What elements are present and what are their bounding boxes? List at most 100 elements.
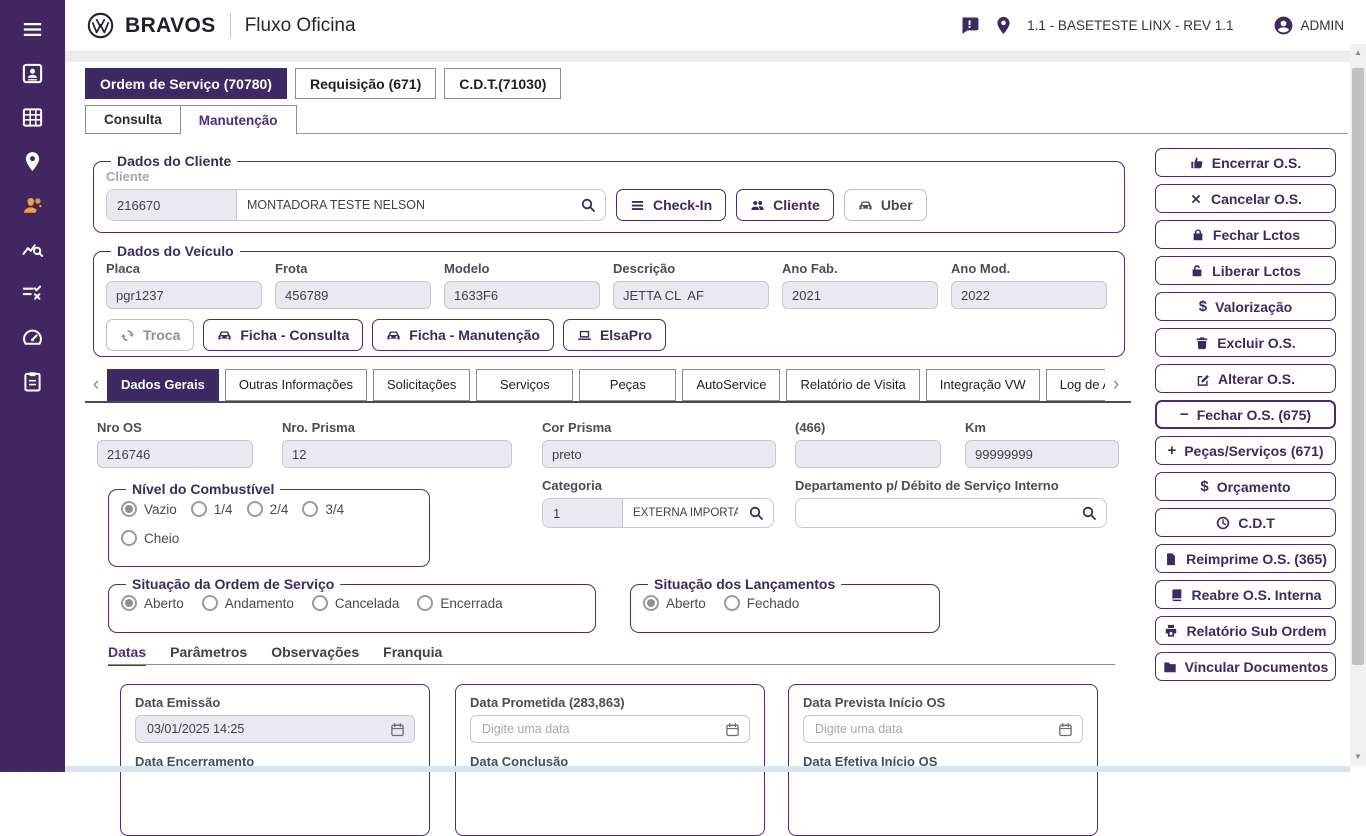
radio-2-4[interactable]: 2/4 — [246, 501, 288, 517]
tab-servicos[interactable]: Serviços — [476, 368, 574, 401]
lock-icon — [1193, 228, 1203, 240]
radio-3-4[interactable]: 3/4 — [302, 501, 344, 517]
tab-solicitacoes[interactable]: Solicitações — [372, 368, 471, 401]
tab-outras-informacoes[interactable]: Outras Informações — [224, 368, 367, 401]
tab-relatorio-visita[interactable]: Relatório de Visita — [786, 368, 920, 401]
calendar-icon[interactable] — [725, 722, 740, 737]
ficha-manutencao-button[interactable]: Ficha - Manutenção — [372, 319, 554, 351]
nro-os-input[interactable] — [97, 440, 253, 468]
cancelar-os-button[interactable]: Cancelar O.S. — [1155, 184, 1336, 213]
link-parametros[interactable]: Parâmetros — [170, 644, 248, 660]
scroll-down-icon[interactable]: ▼ — [1354, 752, 1362, 761]
tab-pecas[interactable]: Peças — [579, 368, 677, 401]
frota-input[interactable] — [275, 281, 431, 309]
client-code-value[interactable]: 216670 — [107, 190, 237, 220]
placa-input[interactable] — [106, 281, 262, 309]
radio-os-encerrada[interactable]: Encerrada — [417, 595, 503, 611]
field-466-input[interactable] — [795, 440, 941, 468]
sidebar-item-workshop[interactable] — [19, 193, 47, 218]
cor-prisma-input[interactable] — [542, 440, 776, 468]
excluir-os-button[interactable]: Excluir O.S. — [1155, 328, 1336, 357]
scroll-up-icon[interactable]: ▲ — [1354, 48, 1362, 57]
search-icon[interactable] — [748, 505, 764, 521]
km-input[interactable] — [965, 440, 1119, 468]
radio-icon — [201, 595, 218, 611]
sidebar-item-table[interactable] — [19, 105, 47, 130]
alterar-os-button[interactable]: Alterar O.S. — [1155, 364, 1336, 393]
tab-manutencao[interactable]: Manutenção — [179, 105, 297, 135]
tab-autoservice[interactable]: AutoService — [682, 368, 781, 401]
ano-fab-input[interactable] — [782, 281, 938, 309]
radio-vazio[interactable]: Vazio — [121, 501, 177, 517]
tab-integracao-vw[interactable]: Integração VW — [925, 368, 1040, 401]
people-icon — [751, 200, 764, 210]
cliente-button[interactable]: Cliente — [736, 189, 834, 221]
descricao-input[interactable] — [613, 281, 769, 309]
pecas-servicos-button[interactable]: + Peças/Serviços (671) — [1155, 436, 1336, 465]
radio-cheio[interactable]: Cheio — [121, 530, 179, 546]
sidebar-item-analytics[interactable] — [19, 237, 47, 262]
data-emissao-input[interactable] — [145, 721, 390, 737]
relatorio-sub-ordem-button[interactable]: Relatório Sub Ordem — [1155, 616, 1336, 645]
modelo-input[interactable] — [444, 281, 600, 309]
vincular-documentos-button[interactable]: Vincular Documentos — [1155, 652, 1336, 681]
link-datas[interactable]: Datas — [108, 644, 147, 666]
categoria-code-value[interactable]: 1 — [543, 499, 623, 527]
categoria-input[interactable] — [623, 507, 748, 519]
orcamento-button[interactable]: $ Orçamento — [1155, 472, 1336, 501]
tab-consulta[interactable]: Consulta — [85, 105, 181, 134]
radio-os-andamento[interactable]: Andamento — [201, 595, 294, 611]
ficha-consulta-button[interactable]: Ficha - Consulta — [203, 319, 364, 351]
tab-ordem-de-servico[interactable]: Ordem de Serviço (70780) — [85, 68, 287, 99]
radio-lcto-aberto[interactable]: Aberto — [643, 595, 706, 611]
user-menu[interactable]: ADMIN — [1273, 15, 1344, 36]
sidebar-item-menu[interactable] — [19, 17, 47, 42]
data-prometida-input[interactable] — [480, 721, 725, 737]
check-in-button[interactable]: Check-In — [616, 189, 727, 221]
branch-location-icon[interactable] — [993, 15, 1014, 36]
calendar-icon[interactable] — [390, 722, 405, 737]
departamento-input[interactable] — [796, 506, 1081, 520]
tabs-scroll-right-icon[interactable]: › — [1112, 373, 1120, 395]
tab-requisicao[interactable]: Requisição (671) — [294, 68, 437, 99]
reabre-os-button[interactable]: Reabre O.S. Interna — [1155, 580, 1336, 609]
troca-button[interactable]: Troca — [106, 319, 195, 351]
sidebar-item-checklist[interactable] — [19, 281, 47, 306]
calendar-icon[interactable] — [1058, 722, 1073, 737]
radio-os-cancelada[interactable]: Cancelada — [311, 595, 399, 611]
ano-mod-input[interactable] — [951, 281, 1107, 309]
scrollbar-thumb[interactable] — [1352, 68, 1364, 665]
elsapro-button[interactable]: ElsaPro — [562, 319, 667, 351]
client-name-input[interactable] — [237, 198, 580, 212]
radio-lcto-fechado[interactable]: Fechado — [723, 595, 799, 611]
reimprime-os-button[interactable]: Reimprime O.S. (365) — [1155, 544, 1336, 573]
liberar-lctos-button[interactable]: Liberar Lctos — [1155, 256, 1336, 285]
nro-prisma-input[interactable] — [282, 440, 512, 468]
fechar-os-button[interactable]: − Fechar O.S. (675) — [1155, 400, 1336, 429]
cdt-button[interactable]: C.D.T — [1155, 508, 1336, 537]
tab-log-alteracoes[interactable]: Log de Alteraç — [1045, 368, 1105, 401]
link-franquia[interactable]: Franquia — [383, 644, 443, 660]
fechar-lctos-button[interactable]: Fechar Lctos — [1155, 220, 1336, 249]
sidebar-item-location[interactable] — [19, 149, 47, 174]
categoria-lookup-field: 1 — [542, 498, 774, 528]
radio-1-4[interactable]: 1/4 — [190, 501, 233, 517]
valorizacao-button[interactable]: $ Valorização — [1155, 292, 1336, 321]
sidebar-item-contact-card[interactable] — [19, 61, 47, 86]
search-icon[interactable] — [1081, 505, 1097, 521]
horizontal-scrollbar[interactable] — [65, 766, 1350, 772]
sidebar-item-orders[interactable] — [19, 369, 47, 394]
tab-cdt[interactable]: C.D.T.(71030) — [444, 68, 562, 99]
uber-button[interactable]: Uber — [843, 189, 927, 221]
sidebar-item-dashboard[interactable] — [19, 325, 47, 350]
link-observacoes[interactable]: Observações — [271, 644, 360, 660]
data-prevista-input[interactable] — [813, 721, 1058, 737]
search-icon[interactable] — [580, 197, 596, 213]
encerrar-os-button[interactable]: Encerrar O.S. — [1155, 148, 1336, 177]
feedback-chat-icon[interactable] — [959, 15, 980, 36]
tabs-scroll-left-icon[interactable]: ‹ — [92, 373, 100, 395]
radio-os-aberto[interactable]: Aberto — [121, 595, 184, 611]
radio-icon — [121, 530, 137, 546]
tab-dados-gerais[interactable]: Dados Gerais — [107, 368, 219, 401]
vertical-scrollbar[interactable]: ▲ ▼ — [1350, 44, 1366, 766]
